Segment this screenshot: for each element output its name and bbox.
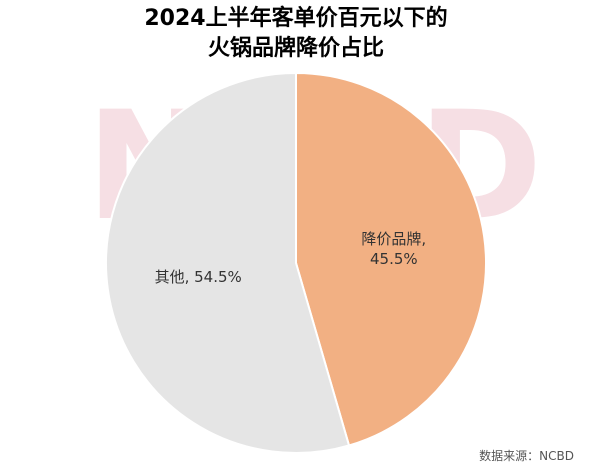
pie-slices bbox=[105, 71, 487, 454]
pie-label-price-cut-brands-line-2: 45.5% bbox=[370, 250, 418, 268]
pie-slice-price-cut-brands bbox=[295, 71, 487, 447]
pie-slice-others bbox=[105, 71, 351, 454]
chart-title: 2024上半年客单价百元以下的 火锅品牌降价占比 bbox=[0, 4, 592, 64]
data-source-note: 数据来源：NCBD bbox=[479, 449, 574, 463]
pie-label-others: 其他, 54.5% bbox=[155, 268, 242, 286]
chart-title-line-1: 2024上半年客单价百元以下的 bbox=[144, 6, 448, 31]
pie-labels: 降价品牌, 45.5% 其他, 54.5% bbox=[155, 230, 427, 286]
chart-title-line-2: 火锅品牌降价占比 bbox=[207, 36, 384, 61]
pie-label-price-cut-brands-line-1: 降价品牌, bbox=[361, 230, 426, 248]
